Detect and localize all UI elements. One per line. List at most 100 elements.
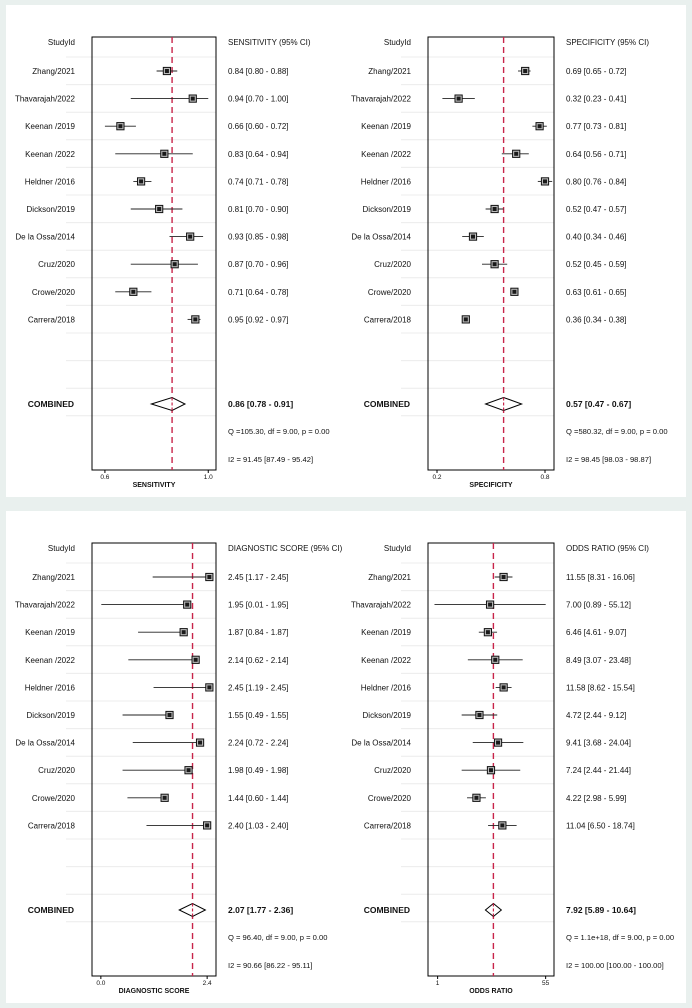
q-statistic: Q = 1.1e+18, df = 9.00, p = 0.00 — [566, 933, 674, 942]
study-estimate-label: 2.14 [0.62 - 2.14] — [228, 656, 289, 665]
i2-statistic: I2 = 90.66 [86.22 - 95.11] — [228, 961, 313, 970]
study-estimate-label: 0.63 [0.61 - 0.65] — [566, 288, 627, 297]
study-estimate-label: 1.87 [0.84 - 1.87] — [228, 628, 289, 637]
study-estimate-label: 11.04 [6.50 - 18.74] — [566, 821, 635, 830]
bottom-panel-canvas: StudyId DIAGNOSTIC SCORE (95% CI) Zhang/20… — [15, 542, 674, 995]
point-marker — [139, 179, 144, 184]
combined-estimate-label: 2.07 [1.77 - 2.36] — [228, 905, 293, 915]
point-marker — [198, 740, 203, 745]
point-marker — [492, 207, 497, 211]
x-axis-label: SENSITIVITY — [133, 482, 176, 489]
study-label: Carrera/2018 — [28, 315, 76, 324]
point-marker — [492, 262, 497, 267]
study-label: Keenan /2022 — [25, 656, 75, 665]
study-label: De la Ossa/2014 — [351, 233, 411, 242]
q-statistic: Q =105.30, df = 9.00, p = 0.00 — [228, 427, 330, 436]
point-marker — [193, 317, 198, 322]
point-marker — [488, 768, 493, 773]
study-estimate-label: 0.32 [0.23 - 0.41] — [566, 95, 627, 104]
study-estimate-label: 0.69 [0.65 - 0.72] — [566, 67, 627, 76]
point-marker — [207, 685, 212, 690]
study-estimate-label: 0.64 [0.56 - 0.71] — [566, 150, 627, 159]
specificity-forest-plot: StudyId SPECIFICITY (95% CI) Zhang/2021 0.6… — [351, 36, 668, 489]
study-label: Cruz/2020 — [38, 260, 75, 269]
header-study-id: StudyId — [48, 544, 75, 553]
header-estimate: SENSITIVITY (95% CI) — [228, 38, 311, 47]
study-label: Zhang/2021 — [32, 573, 75, 582]
point-marker — [500, 823, 505, 828]
study-label: Dickson/2019 — [363, 711, 412, 720]
point-marker — [471, 234, 475, 239]
point-marker — [501, 685, 506, 690]
study-estimate-label: 0.66 [0.60 - 0.72] — [228, 122, 289, 131]
top-panel: StudyId SENSITIVITY (95% CI) Zhang/2021 0.8… — [6, 5, 686, 497]
point-marker — [463, 317, 468, 322]
x-tick-label: 1 — [436, 980, 440, 987]
x-axis-label: ODDS RATIO — [469, 988, 513, 995]
point-marker — [162, 151, 167, 156]
plot-frame — [427, 542, 555, 977]
study-label: Cruz/2020 — [374, 766, 411, 775]
study-estimate-label: 0.81 [0.70 - 0.90] — [228, 205, 289, 214]
study-estimate-label: 0.71 [0.64 - 0.78] — [228, 288, 289, 297]
study-estimate-label: 8.49 [3.07 - 23.48] — [566, 656, 631, 665]
plot-frame — [91, 36, 217, 471]
study-label: Keenan /2022 — [25, 150, 75, 159]
point-marker — [164, 69, 169, 73]
point-marker — [543, 179, 547, 184]
study-estimate-label: 1.95 [0.01 - 1.95] — [228, 601, 289, 610]
study-label: Crowe/2020 — [32, 794, 76, 803]
study-estimate-label: 6.46 [4.61 - 9.07] — [566, 628, 627, 637]
study-estimate-label: 2.45 [1.19 - 2.45] — [228, 683, 289, 692]
study-label: Heldner /2016 — [361, 683, 412, 692]
study-label: Keenan /2022 — [361, 656, 411, 665]
study-estimate-label: 0.87 [0.70 - 0.96] — [228, 260, 289, 269]
study-estimate-label: 2.45 [1.17 - 2.45] — [228, 573, 289, 582]
study-estimate-label: 0.84 [0.80 - 0.88] — [228, 67, 289, 76]
point-marker — [172, 262, 177, 267]
study-label: Heldner /2016 — [25, 177, 76, 186]
study-estimate-label: 7.24 [2.44 - 21.44] — [566, 766, 631, 775]
study-estimate-label: 11.58 [8.62 - 15.54] — [566, 683, 635, 692]
point-marker — [501, 575, 506, 579]
study-estimate-label: 0.74 [0.71 - 0.78] — [228, 177, 289, 186]
x-axis-label: SPECIFICITY — [469, 482, 513, 489]
combined-label: COMBINED — [28, 399, 74, 409]
point-marker — [488, 602, 493, 607]
x-tick-label: 0.2 — [432, 474, 441, 481]
study-estimate-label: 2.24 [0.72 - 2.24] — [228, 739, 289, 748]
plot-frame — [91, 542, 217, 977]
study-label: Dickson/2019 — [363, 205, 412, 214]
study-label: Thavarajah/2022 — [15, 95, 76, 104]
study-label: Carrera/2018 — [364, 821, 412, 830]
x-axis-label: DIAGNOSTIC SCORE — [119, 988, 190, 995]
study-label: Thavarajah/2022 — [351, 95, 412, 104]
study-label: Heldner /2016 — [361, 177, 412, 186]
study-label: Carrera/2018 — [364, 315, 412, 324]
point-marker — [456, 96, 461, 101]
study-estimate-label: 0.80 [0.76 - 0.84] — [566, 177, 627, 186]
point-marker — [523, 69, 528, 73]
point-marker — [512, 289, 517, 294]
study-estimate-label: 4.22 [2.98 - 5.99] — [566, 794, 627, 803]
diagnostic-score-forest-plot: StudyId DIAGNOSTIC SCORE (95% CI) Zhang/20… — [15, 542, 343, 995]
study-estimate-label: 1.55 [0.49 - 1.55] — [228, 711, 289, 720]
study-label: Zhang/2021 — [368, 573, 411, 582]
study-label: Cruz/2020 — [374, 260, 411, 269]
q-statistic: Q = 96.40, df = 9.00, p = 0.00 — [228, 933, 327, 942]
study-estimate-label: 0.40 [0.34 - 0.46] — [566, 233, 627, 242]
x-tick-label: 0.8 — [540, 474, 549, 481]
q-statistic: Q =580.32, df = 9.00, p = 0.00 — [566, 427, 668, 436]
point-marker — [493, 657, 498, 662]
point-marker — [537, 124, 542, 129]
study-estimate-label: 0.52 [0.45 - 0.59] — [566, 260, 627, 269]
study-label: Zhang/2021 — [368, 67, 411, 76]
i2-statistic: I2 = 91.45 [87.49 - 95.42] — [228, 455, 313, 464]
header-study-id: StudyId — [48, 38, 75, 47]
study-estimate-label: 0.36 [0.34 - 0.38] — [566, 315, 627, 324]
study-label: De la Ossa/2014 — [15, 739, 75, 748]
point-marker — [496, 740, 501, 745]
point-marker — [474, 795, 479, 800]
combined-label: COMBINED — [364, 905, 410, 915]
combined-estimate-label: 0.57 [0.47 - 0.67] — [566, 399, 631, 409]
